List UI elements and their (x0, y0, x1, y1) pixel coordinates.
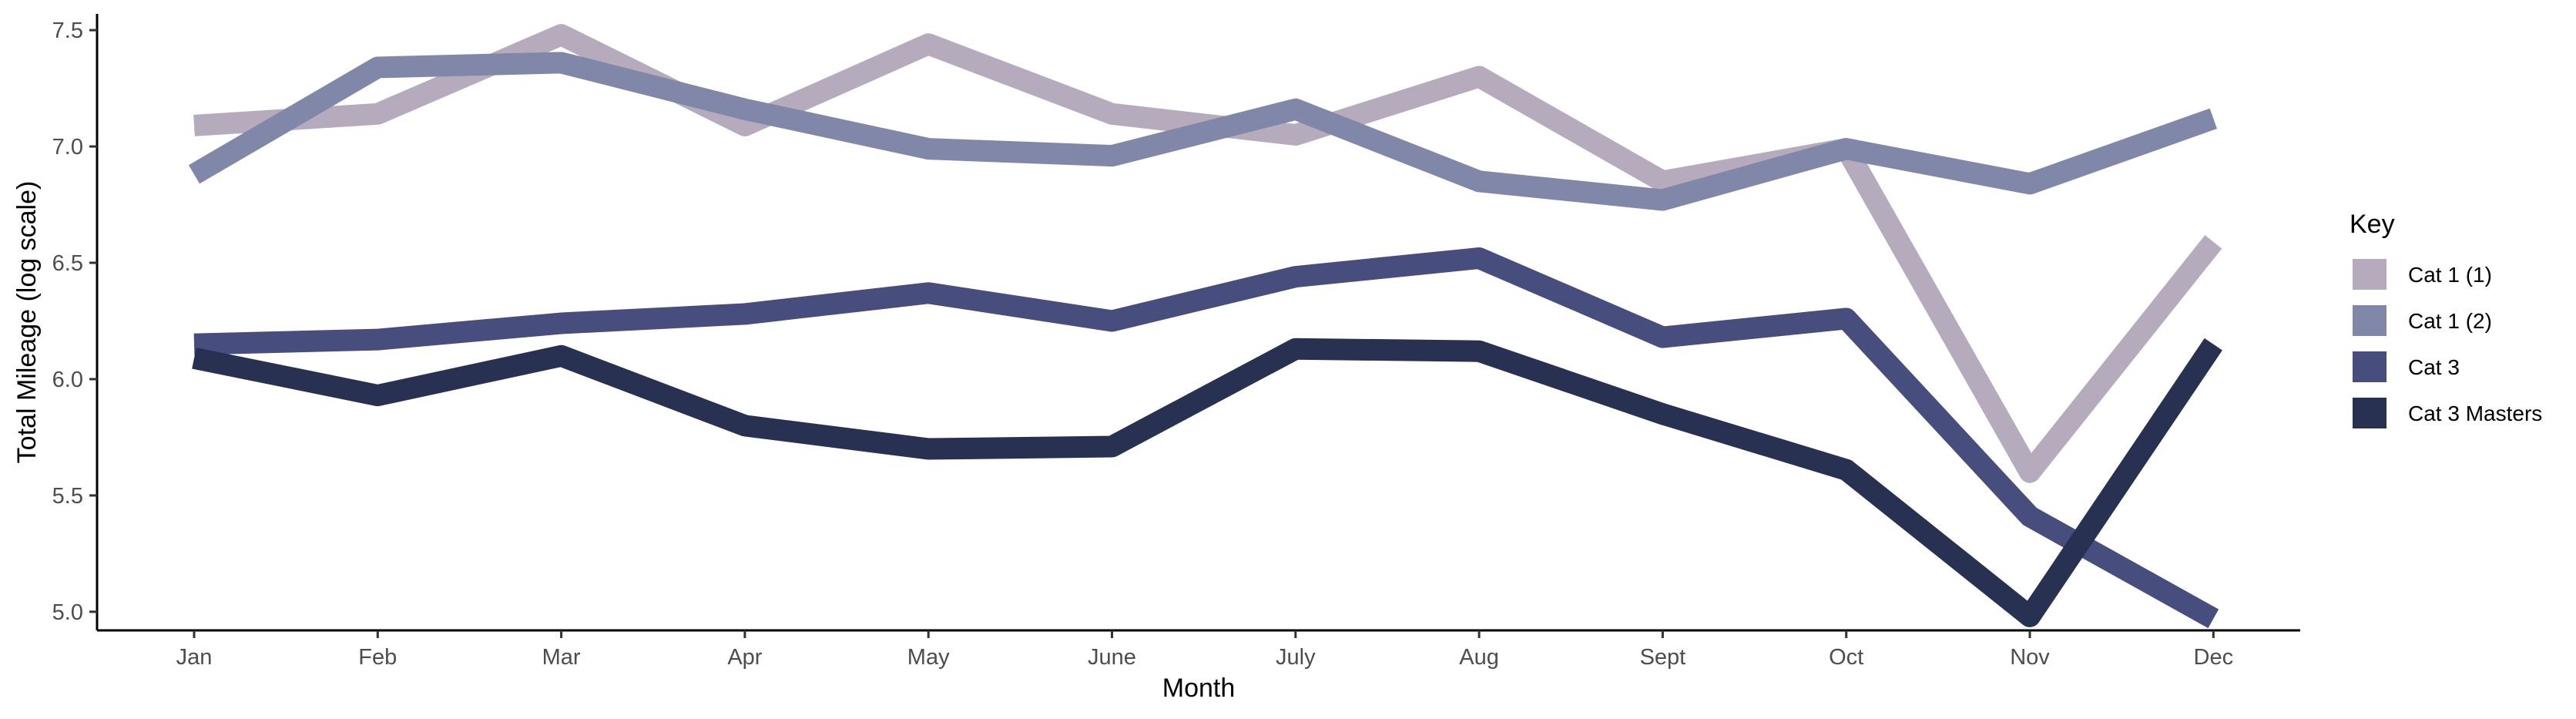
y-axis-title: Total Mileage (log scale) (12, 181, 42, 464)
x-tick-label: May (907, 645, 950, 670)
x-axis-ticks: Jan Feb Mar Apr May June July Aug Sept Oct Nov Dec (176, 630, 2233, 670)
legend-swatch (2353, 259, 2386, 290)
legend-swatch (2353, 398, 2386, 428)
series-line-3 (192, 338, 2222, 627)
x-tick-label: Apr (727, 645, 762, 670)
legend-swatch (2353, 351, 2386, 382)
legend: Key Cat 1 (1) Cat 1 (2) Cat 3 Cat 3 Masters (2350, 210, 2542, 428)
series-line-1 (188, 52, 2217, 211)
x-tick-label: June (1088, 645, 1136, 670)
legend-items: Cat 1 (1) Cat 1 (2) Cat 3 Cat 3 Masters (2353, 259, 2542, 428)
legend-label: Cat 1 (1) (2408, 263, 2492, 287)
y-tick-label: 5.5 (52, 484, 83, 509)
series-line-2 (193, 247, 2219, 629)
y-tick-label: 6.5 (52, 251, 83, 276)
x-tick-label: Mar (542, 645, 581, 670)
y-tick-label: 7.0 (52, 135, 83, 160)
y-axis-ticks: 5.0 5.5 6.0 6.5 7.0 7.5 (52, 18, 97, 625)
y-tick-label: 5.0 (52, 600, 83, 625)
x-tick-label: Feb (358, 645, 397, 670)
legend-label: Cat 1 (2) (2408, 309, 2492, 333)
legend-label: Cat 3 (2408, 355, 2460, 379)
x-tick-label: Sept (1640, 645, 1686, 670)
x-tick-label: Nov (2010, 645, 2050, 670)
x-tick-label: Oct (1829, 645, 1863, 670)
series-layer (188, 24, 2222, 629)
x-tick-label: Aug (1459, 645, 1499, 670)
x-tick-label: July (1276, 645, 1316, 670)
y-tick-label: 6.0 (52, 368, 83, 392)
legend-swatch (2353, 305, 2386, 336)
legend-title: Key (2350, 210, 2395, 239)
x-tick-label: Jan (176, 645, 213, 670)
y-tick-label: 7.5 (52, 18, 83, 43)
x-axis-title: Month (1162, 674, 1236, 703)
x-tick-label: Dec (2194, 645, 2234, 670)
legend-label: Cat 3 Masters (2408, 401, 2542, 425)
